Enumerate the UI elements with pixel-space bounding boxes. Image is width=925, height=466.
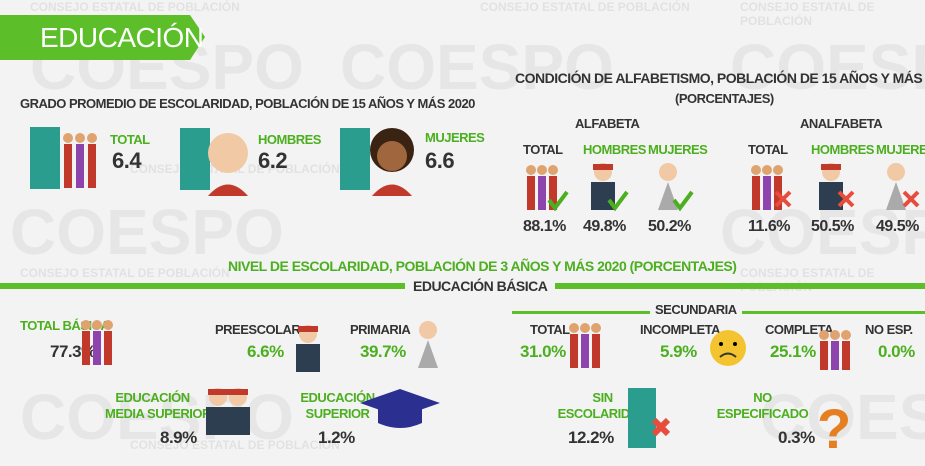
icon [80,315,120,367]
item-label: MUJERES [648,142,707,157]
item-label: ESPECIFICADO [715,406,810,421]
item-label: NO ESP. [865,322,913,337]
item-value: 88.1% [523,218,566,236]
infographic: COESPO COESPO COESPO COESPO COESPO COESP… [0,0,925,466]
item-value: 49.8% [583,218,626,236]
item-label: HOMBRES [583,142,646,157]
icon: ? [812,388,862,458]
icon [813,160,857,215]
watermark-caption: CONSEJO ESTATAL DE POBLACIÓN [740,0,925,28]
item-value: 39.7% [360,342,406,362]
item-value: 6.6 [425,148,454,174]
group-title: ALFABETA [575,116,639,131]
item-value: 11.6% [748,218,790,236]
section-title: CONDICIÓN DE ALFABETISMO, POBLACIÓN DE 1… [515,70,925,86]
item-value: 6.2 [258,148,287,174]
item-label: TOTAL [110,132,150,147]
icon [585,160,629,215]
item-value: 0.3% [778,428,815,448]
watermark-caption: CONSEJO ESTATAL DE POBLACIÓN [740,266,925,294]
icon [525,160,569,215]
icon [650,160,694,215]
item-label: PRIMARIA [350,322,410,337]
item-value: 8.9% [160,428,197,448]
item-label: MUJERES [425,130,484,145]
icon [360,385,445,455]
item-label: EDUCACIÓN [105,390,200,405]
icon [750,160,794,215]
item-label: HOMBRES [811,142,874,157]
watermark-caption: CONSEJO ESTATAL DE POBLACIÓN [30,0,240,14]
icon [180,118,260,198]
section-title: GRADO PROMEDIO DE ESCOLARIDAD, POBLACIÓN… [20,96,475,111]
item-label: HOMBRES [258,132,321,147]
group-title: ANALFABETA [800,116,882,131]
item-value: 6.6% [247,342,284,362]
icon [30,122,110,192]
item-label: MUJERES [876,142,925,157]
section-subtitle: (PORCENTAJES) [675,91,774,106]
watermark-caption: CONSEJO ESTATAL DE POBLACIÓN [20,266,230,280]
item-value: 50.2% [648,218,691,236]
item-label: TOTAL [748,142,788,157]
group-title: SECUNDARIA [650,302,742,317]
icon [568,318,608,370]
icon [708,328,748,368]
item-value: 12.2% [568,428,614,448]
header-title: EDUCACIÓN [40,22,204,54]
icon [200,385,260,455]
watermark-caption: CONSEJO ESTATAL DE POBLACIÓN [480,0,690,14]
item-label: MEDIA SUPERIOR [105,406,200,421]
item-value: 49.5% [876,218,919,236]
icon [410,318,450,370]
watermark: COESPO [340,30,614,104]
icon [878,160,922,215]
icon [628,388,688,458]
item-value: 0.0% [878,342,915,362]
icon [340,118,420,198]
item-value: 5.9% [660,342,697,362]
item-value: 25.1% [770,342,816,362]
section-subtitle: EDUCACIÓN BÁSICA [405,278,555,294]
section-title: NIVEL DE ESCOLARIDAD, POBLACIÓN DE 3 AÑO… [228,258,736,274]
item-value: 31.0% [520,342,566,362]
item-label: TOTAL [530,322,570,337]
icon [818,325,862,370]
item-value: 6.4 [112,148,141,174]
svg-text:?: ? [817,397,851,458]
icon [290,322,330,374]
item-label: NO [715,390,810,405]
item-label: TOTAL [523,142,563,157]
item-value: 1.2% [318,428,355,448]
item-label: PREESCOLAR [215,322,300,337]
item-value: 50.5% [811,218,854,236]
